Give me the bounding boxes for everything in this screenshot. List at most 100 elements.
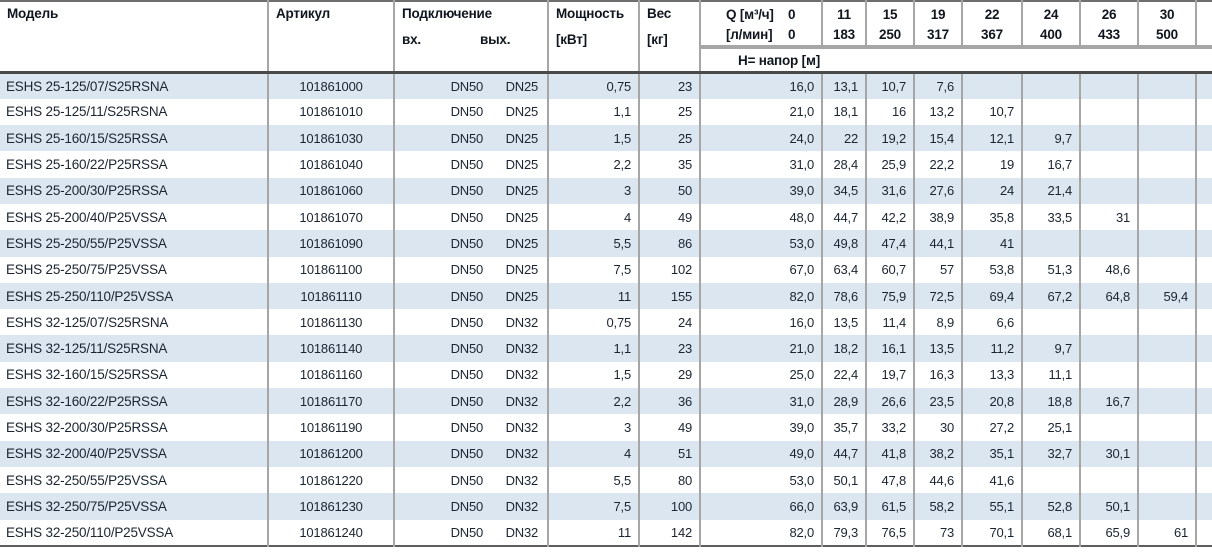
head-value-cell: 69,4 xyxy=(962,282,1024,310)
model-cell: ESHS 25-160/22/P25RSSA xyxy=(0,151,269,178)
col-header-connection-label: Подключение xyxy=(402,6,492,21)
spacer-cell xyxy=(1196,73,1212,99)
table-row: ESHS 32-200/40/P25VSSA 101861200 DN50 DN32 4… xyxy=(0,440,1212,467)
model-cell: ESHS 32-200/30/P25RSSA xyxy=(0,414,269,441)
flow-lmin-value: 433 xyxy=(1098,27,1120,42)
head-value-cell: 6,6 xyxy=(962,309,1024,336)
head-value-cell: 16 xyxy=(866,98,916,126)
head-value-cell: 18,1 xyxy=(822,98,868,126)
col-header-power: Мощность [кВт] xyxy=(548,1,641,74)
table-row: ESHS 25-160/22/P25RSSA 101861040 DN50 DN25 2… xyxy=(0,151,1212,178)
head-value-cell: 7,6 xyxy=(914,72,964,99)
col-header-model: Модель xyxy=(0,1,269,74)
flow-m3h-zero: 0 xyxy=(788,7,796,22)
inlet-connection-cell: DN50 xyxy=(450,498,484,514)
head-value-cell xyxy=(1138,335,1198,362)
head-value-cell: 44,7 xyxy=(822,203,868,231)
head-value-cell: 18,8 xyxy=(1022,388,1082,415)
power-cell: 11 xyxy=(548,519,641,546)
model-cell: ESHS 32-125/11/S25RSNA xyxy=(0,335,269,362)
outlet-connection-cell: DN32 xyxy=(485,493,550,520)
outlet-connection-cell: DN25 xyxy=(485,230,550,257)
head-value-cell xyxy=(1080,230,1140,257)
power-cell: 1,5 xyxy=(548,125,641,152)
head-value-cell xyxy=(1138,203,1198,231)
flow-lmin-value: 317 xyxy=(927,27,949,42)
col-header-flow: 30 500 xyxy=(1138,1,1198,49)
head-value-cell: 61 xyxy=(1138,519,1198,546)
article-cell: 101861030 xyxy=(268,125,395,152)
head-value-cell: 11,2 xyxy=(962,335,1024,362)
head-value-cell: 72,5 xyxy=(914,282,964,310)
head-value-cell: 27,2 xyxy=(962,414,1024,441)
head-value-cell: 73 xyxy=(914,519,964,546)
model-cell: ESHS 32-160/15/S25RSSA xyxy=(0,361,269,389)
inlet-connection-cell: DN50 xyxy=(450,367,484,383)
head-value-cell: 53,0 xyxy=(700,230,824,257)
head-value-cell: 44,7 xyxy=(822,440,868,467)
model-cell: ESHS 32-250/75/P25VSSA xyxy=(0,493,269,520)
table-row: ESHS 25-125/07/S25RSNA 101861000 DN50 DN25 0… xyxy=(0,72,1212,99)
col-header-weight-label: Вес xyxy=(647,6,672,21)
table-row: ESHS 25-160/15/S25RSSA 101861030 DN50 DN25 1… xyxy=(0,125,1212,152)
head-value-cell: 33,2 xyxy=(866,414,916,441)
model-cell: ESHS 32-125/07/S25RSNA xyxy=(0,309,269,336)
spacer-cell xyxy=(1196,467,1212,493)
head-value-cell xyxy=(1080,309,1140,336)
weight-cell: 29 xyxy=(639,361,702,389)
inlet-connection-cell: DN50 xyxy=(450,341,484,357)
weight-cell: 100 xyxy=(639,493,702,520)
flow-lmin-value: 500 xyxy=(1156,27,1178,42)
flow-lmin-value: 183 xyxy=(833,27,855,42)
spacer-cell xyxy=(1196,414,1212,440)
spacer-cell xyxy=(1196,151,1212,177)
outlet-connection-cell: DN25 xyxy=(485,125,550,152)
head-value-cell xyxy=(1138,125,1198,152)
spacer-cell xyxy=(1196,335,1212,361)
col-header-connection: Подключение вх. вых. xyxy=(394,1,550,74)
outlet-connection-cell: DN32 xyxy=(485,309,550,336)
head-value-cell: 66,0 xyxy=(700,493,824,520)
col-header-flow: 15 250 xyxy=(866,1,916,49)
col-header-flow: 26 433 xyxy=(1080,1,1140,49)
article-cell: 101861110 xyxy=(268,282,395,310)
head-value-cell: 65,9 xyxy=(1080,519,1140,546)
head-value-cell: 82,0 xyxy=(700,519,824,546)
weight-cell: 25 xyxy=(639,98,702,126)
head-value-cell: 67,2 xyxy=(1022,282,1082,310)
model-cell: ESHS 25-200/30/P25RSSA xyxy=(0,177,269,204)
head-value-cell: 16,1 xyxy=(866,335,916,362)
head-value-cell: 25,9 xyxy=(866,151,916,178)
head-value-cell: 10,7 xyxy=(866,72,916,99)
article-cell: 101861200 xyxy=(268,440,395,467)
model-cell: ESHS 25-250/110/P25VSSA xyxy=(0,282,269,310)
flow-m3h-value: 30 xyxy=(1159,7,1175,22)
head-value-cell: 50,1 xyxy=(822,466,868,494)
weight-cell: 35 xyxy=(639,151,702,178)
head-value-cell: 57 xyxy=(914,256,964,283)
head-value-cell: 27,6 xyxy=(914,177,964,204)
spacer-cell xyxy=(1196,178,1212,204)
head-value-cell: 35,1 xyxy=(962,440,1024,467)
power-cell: 2,2 xyxy=(548,151,641,178)
weight-cell: 50 xyxy=(639,177,702,204)
table-row: ESHS 32-200/30/P25RSSA 101861190 DN50 DN32 3… xyxy=(0,414,1212,441)
table-row: ESHS 32-160/22/P25RSSA 101861170 DN50 DN32 2… xyxy=(0,388,1212,415)
table-row: ESHS 32-250/75/P25VSSA 101861230 DN50 DN32 7… xyxy=(0,493,1212,520)
head-value-cell xyxy=(1080,177,1140,204)
head-value-cell: 67,0 xyxy=(700,256,824,283)
model-cell: ESHS 32-200/40/P25VSSA xyxy=(0,440,269,467)
spacer-cell xyxy=(1196,309,1212,335)
table-row: ESHS 25-200/40/P25VSSA 101861070 DN50 DN25 4… xyxy=(0,203,1212,231)
head-value-cell: 23,5 xyxy=(914,388,964,415)
article-cell: 101861040 xyxy=(268,151,395,178)
power-cell: 3 xyxy=(548,414,641,441)
head-value-cell: 44,6 xyxy=(914,466,964,494)
head-value-cell: 26,6 xyxy=(866,388,916,415)
head-value-cell xyxy=(1022,309,1082,336)
head-value-cell: 38,9 xyxy=(914,203,964,231)
outlet-connection-cell: DN25 xyxy=(485,256,550,283)
weight-cell: 24 xyxy=(639,309,702,336)
head-value-cell: 35,7 xyxy=(822,414,868,441)
head-value-cell: 33,5 xyxy=(1022,203,1082,231)
